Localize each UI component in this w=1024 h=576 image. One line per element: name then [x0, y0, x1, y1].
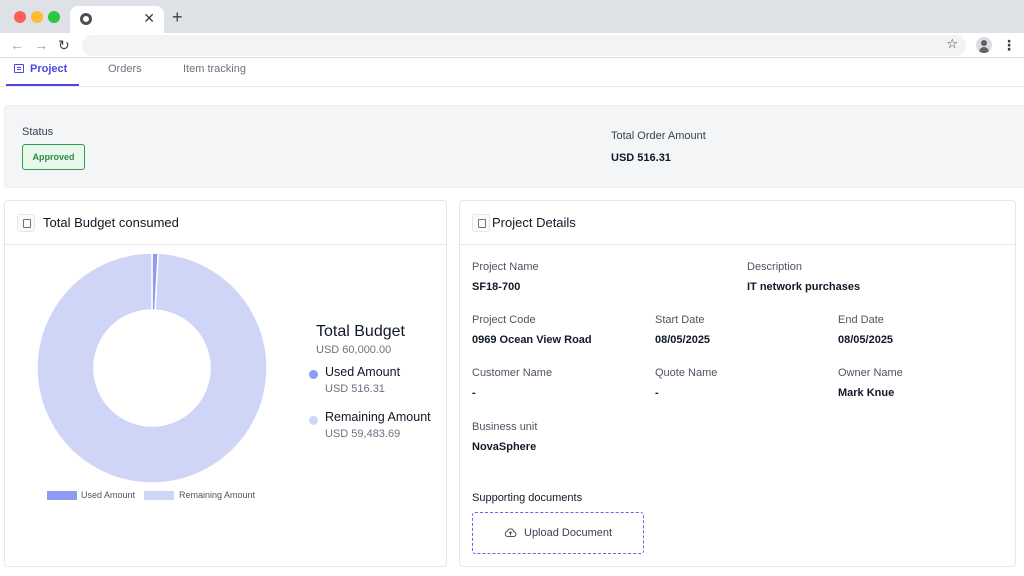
project-board-icon — [14, 64, 24, 73]
tab-project-label: Project — [30, 63, 68, 75]
status-badge: Approved — [22, 144, 85, 170]
used-amount-label: Used Amount — [325, 365, 401, 379]
business-unit-label: Business unit — [472, 421, 538, 433]
status-label: Status — [22, 126, 54, 138]
total-budget-title: Total Budget — [316, 323, 405, 340]
browser-menu-icon[interactable]: ⋮ — [1002, 37, 1016, 53]
project-name-value: SF18-700 — [472, 281, 521, 293]
total-order-amount-label: Total Order Amount — [611, 130, 706, 142]
browser-tabstrip: ✕ + — [0, 0, 1024, 33]
tab-orders[interactable]: Orders — [108, 63, 142, 75]
owner-name-label: Owner Name — [838, 367, 903, 379]
description-value: IT network purchases — [747, 281, 861, 293]
chrome-favicon-icon — [80, 13, 92, 25]
app-tab-bar: Project Orders Item tracking — [0, 59, 1024, 87]
close-window-button[interactable] — [14, 11, 26, 23]
legend-used-label[interactable]: Used Amount — [81, 490, 136, 500]
details-card-title: Project Details — [492, 215, 576, 230]
used-amount-value: USD 516.31 — [325, 383, 385, 395]
new-tab-icon[interactable]: + — [172, 7, 183, 27]
bookmark-star-icon[interactable]: ☆ — [946, 36, 958, 51]
details-card-header: Project Details — [460, 201, 1015, 245]
upload-document-button[interactable]: Upload Document — [472, 512, 644, 554]
remaining-amount-label: Remaining Amount — [325, 410, 431, 424]
close-tab-icon[interactable]: ✕ — [143, 10, 155, 26]
status-panel: Status Approved Total Order Amount USD 5… — [4, 105, 1024, 188]
budget-card-header: Total Budget consumed — [5, 201, 446, 245]
quote-name-value: - — [655, 387, 659, 399]
supporting-documents-label: Supporting documents — [472, 492, 583, 504]
donut-slice-remaining[interactable] — [36, 252, 268, 484]
minimize-window-button[interactable] — [31, 11, 43, 23]
end-date-label: End Date — [838, 314, 884, 326]
forward-arrow-icon[interactable]: → — [34, 37, 48, 53]
maximize-window-button[interactable] — [48, 11, 60, 23]
cloud-upload-icon — [504, 528, 517, 537]
used-amount-dot — [309, 370, 318, 379]
reload-icon[interactable]: ↻ — [58, 37, 70, 53]
budget-card: Total Budget consumed Total Budget USD 6… — [4, 200, 447, 567]
legend-used-swatch[interactable] — [47, 491, 77, 500]
budget-donut-chart — [36, 252, 268, 484]
budget-card-title: Total Budget consumed — [43, 215, 179, 230]
tab-item-tracking[interactable]: Item tracking — [183, 63, 246, 75]
start-date-value: 08/05/2025 — [655, 334, 711, 346]
total-budget-value: USD 60,000.00 — [316, 344, 392, 356]
browser-tab[interactable]: ✕ — [70, 6, 164, 33]
quote-name-label: Quote Name — [655, 367, 718, 379]
project-code-value: 0969 Ocean View Road — [472, 334, 592, 346]
project-details-card: Project Details Project Name SF18-700 De… — [459, 200, 1016, 567]
profile-avatar-icon[interactable] — [976, 37, 992, 53]
tab-project[interactable]: Project — [6, 63, 79, 86]
legend-remaining-swatch[interactable] — [144, 491, 174, 500]
customer-name-label: Customer Name — [472, 367, 553, 379]
receipt-icon — [17, 214, 35, 232]
address-bar[interactable]: ☆ — [82, 35, 966, 56]
business-unit-value: NovaSphere — [472, 441, 537, 453]
back-arrow-icon[interactable]: ← — [10, 37, 24, 53]
remaining-amount-value: USD 59,483.69 — [325, 428, 401, 440]
document-icon — [472, 214, 490, 232]
project-name-label: Project Name — [472, 261, 539, 273]
start-date-label: Start Date — [655, 314, 705, 326]
total-order-amount-value: USD 516.31 — [611, 152, 671, 164]
legend-remaining-label[interactable]: Remaining Amount — [179, 490, 256, 500]
customer-name-value: - — [472, 387, 476, 399]
project-code-label: Project Code — [472, 314, 536, 326]
owner-name-value: Mark Knue — [838, 387, 895, 399]
remaining-amount-dot — [309, 416, 318, 425]
upload-document-label: Upload Document — [524, 527, 613, 539]
description-label: Description — [747, 261, 803, 273]
browser-toolbar: ← → ↻ ☆ ⋮ — [0, 33, 1024, 58]
end-date-value: 08/05/2025 — [838, 334, 894, 346]
